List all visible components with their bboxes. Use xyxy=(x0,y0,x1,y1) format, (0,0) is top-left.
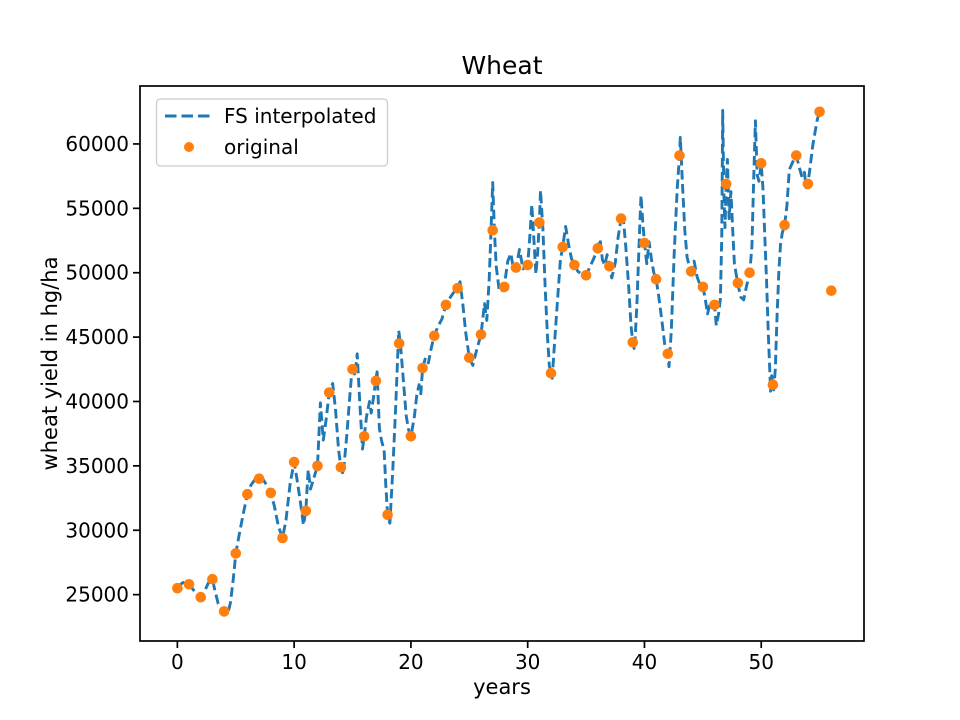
original-points xyxy=(172,106,837,617)
x-tick-label: 20 xyxy=(398,650,423,674)
original-data-point xyxy=(288,456,300,468)
y-tick-label: 55000 xyxy=(65,196,129,220)
original-data-point xyxy=(417,362,428,374)
chart-title: Wheat xyxy=(461,51,542,80)
original-data-point xyxy=(755,158,767,169)
original-data-point xyxy=(405,431,417,442)
x-tick-label: 40 xyxy=(632,650,657,674)
original-data-point xyxy=(569,259,580,271)
original-data-point xyxy=(767,379,779,391)
original-data-point xyxy=(358,431,370,442)
y-axis-ticks: 25000 30000 35000 40000 45000 50000 55000 60000 xyxy=(65,132,140,607)
original-data-point xyxy=(720,178,732,190)
original-data-point xyxy=(650,273,662,285)
y-tick-label: 35000 xyxy=(65,454,129,478)
original-data-point xyxy=(242,488,253,500)
original-data-point xyxy=(440,299,452,311)
legend-box xyxy=(155,98,389,167)
original-data-point xyxy=(218,606,230,617)
original-data-point xyxy=(335,461,347,473)
original-data-point xyxy=(277,532,288,544)
original-data-point xyxy=(592,243,604,254)
y-tick-label: 40000 xyxy=(65,389,129,413)
original-data-point xyxy=(522,259,533,271)
x-axis-label: years xyxy=(473,675,531,699)
legend: FS interpolated original xyxy=(155,98,389,167)
original-data-point xyxy=(230,548,242,559)
original-data-point xyxy=(662,348,674,360)
x-axis-ticks: 0 10 20 30 40 50 xyxy=(171,641,774,674)
original-data-point xyxy=(791,150,802,161)
original-data-point xyxy=(195,591,206,603)
x-tick-label: 30 xyxy=(515,650,540,674)
original-data-point xyxy=(534,217,545,228)
original-data-point xyxy=(545,367,557,379)
original-data-point xyxy=(802,178,814,190)
y-axis-label: wheat yield in hg/ha xyxy=(38,257,62,471)
original-data-point xyxy=(382,509,393,521)
plot-area-frame xyxy=(139,85,865,642)
x-tick-label: 0 xyxy=(171,650,184,674)
original-data-point xyxy=(615,213,627,224)
original-data-point xyxy=(464,352,475,364)
original-data-point xyxy=(183,579,195,590)
y-tick-label: 60000 xyxy=(65,132,129,156)
original-data-point xyxy=(370,375,382,387)
legend-dot-icon xyxy=(184,142,194,152)
original-data-point xyxy=(393,338,405,349)
original-data-point xyxy=(487,224,499,236)
original-data-point xyxy=(499,281,510,293)
original-data-point xyxy=(300,505,312,517)
y-tick-label: 45000 xyxy=(65,325,129,349)
original-data-point xyxy=(674,150,685,161)
original-data-point xyxy=(814,106,825,118)
original-data-point xyxy=(685,266,697,277)
original-data-point xyxy=(429,330,440,342)
original-data-point xyxy=(452,282,463,294)
original-data-point xyxy=(265,487,277,499)
original-data-point xyxy=(744,267,755,279)
legend-label-interpolated: FS interpolated xyxy=(224,104,376,128)
x-tick-label: 50 xyxy=(749,650,774,674)
original-data-point xyxy=(557,241,568,253)
original-data-point xyxy=(323,387,335,398)
original-data-point xyxy=(253,473,265,485)
original-data-point xyxy=(207,573,218,585)
original-data-point xyxy=(312,460,323,472)
original-data-point xyxy=(510,262,522,273)
y-tick-label: 30000 xyxy=(65,518,129,542)
original-data-point xyxy=(172,582,183,594)
original-data-point xyxy=(639,237,650,249)
original-data-point xyxy=(732,277,744,289)
y-tick-label: 25000 xyxy=(65,583,129,607)
original-data-point xyxy=(779,219,790,231)
original-data-point xyxy=(475,329,487,340)
original-data-point xyxy=(580,270,592,281)
original-data-point xyxy=(697,281,709,293)
original-data-point xyxy=(604,261,615,272)
y-tick-label: 50000 xyxy=(65,261,129,285)
original-data-point xyxy=(627,337,639,348)
original-data-point xyxy=(826,285,837,297)
x-tick-label: 10 xyxy=(281,650,306,674)
original-data-point xyxy=(347,364,358,375)
legend-label-original: original xyxy=(224,135,299,159)
original-data-point xyxy=(709,299,720,311)
